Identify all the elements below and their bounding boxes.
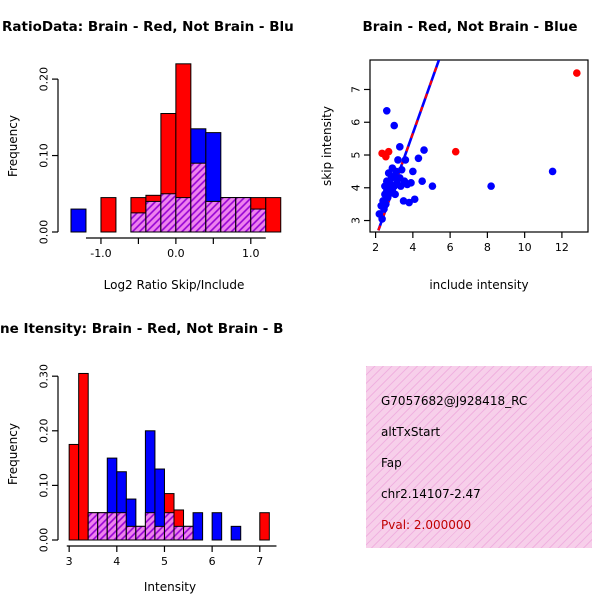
- y-tick-label: 0.00: [38, 220, 51, 245]
- x-tick-label: 0.0: [167, 247, 185, 260]
- hist-bar-overlap: [97, 512, 108, 541]
- y-tick-label: 3: [350, 217, 363, 224]
- hist-bar: [70, 208, 87, 233]
- scatter-point: [548, 167, 557, 176]
- hist-bar-overlap: [160, 193, 177, 233]
- y-tick-label: 5: [350, 152, 363, 159]
- y-tick-label: 0.00: [38, 528, 51, 553]
- hist-intensity-chart: 0.00 0.10 0.20 0.30 3 4 5 6 7: [38, 364, 277, 568]
- x-tick-label: 6: [447, 241, 454, 254]
- hist-bar: [259, 512, 270, 541]
- scatter-point: [418, 177, 426, 186]
- hist-bar-overlap: [106, 512, 118, 541]
- scatter-point: [405, 198, 413, 207]
- scatter-point: [428, 182, 437, 190]
- hist-bar-overlap: [125, 525, 137, 541]
- info-event-type: altTxStart: [381, 425, 441, 439]
- scatter-title: Brain - Red, Not Brain - Blue: [362, 19, 577, 35]
- info-pval: Pval: 2.000000: [381, 518, 472, 532]
- x-tick-label: 12: [555, 241, 569, 254]
- hist-bar: [230, 525, 242, 541]
- info-panel: G7057682@J928418_RC altTxStart Fap chr2.…: [366, 366, 592, 548]
- scatter-xlabel: include intensity: [429, 278, 528, 292]
- y-tick-label: 0.30: [38, 364, 51, 389]
- scatter-point: [409, 167, 417, 176]
- y-tick-label: 0.10: [38, 143, 51, 168]
- hist-intensity-ylabel: Frequency: [6, 423, 20, 485]
- y-tick-label: 6: [350, 119, 363, 126]
- hist-bar-overlap: [205, 200, 222, 233]
- x-tick-label: 5: [161, 555, 168, 568]
- scatter-ylabel: skip intensity: [320, 106, 334, 186]
- hist-bar-overlap: [175, 197, 192, 233]
- hist-bar: [68, 443, 80, 541]
- hist-bar-overlap: [144, 512, 156, 541]
- x-tick-label: 7: [256, 555, 263, 568]
- hist-bar-overlap: [154, 525, 165, 541]
- x-tick-label: 4: [409, 241, 416, 254]
- x-tick-label: 3: [66, 555, 73, 568]
- hist-intensity-xlabel: Intensity: [144, 580, 196, 594]
- hist-bar-overlap: [87, 512, 99, 541]
- hist-bar: [265, 197, 282, 233]
- scatter-point: [420, 146, 428, 154]
- scatter-point: [414, 154, 423, 163]
- scatter-point: [378, 215, 386, 223]
- y-tick-label: 7: [350, 86, 363, 93]
- hist-ratio-ylabel: Frequency: [6, 115, 20, 177]
- y-tick-label: 0.10: [38, 473, 51, 498]
- scatter-point: [397, 165, 406, 174]
- scatter-point: [391, 190, 399, 199]
- info-gene-name: Fap: [381, 456, 402, 470]
- y-tick-label: 0.20: [38, 67, 51, 92]
- hist-bar-overlap: [183, 525, 194, 541]
- hist-bar-overlap: [163, 512, 175, 541]
- hist-ratio-xlabel: Log2 Ratio Skip/Include: [104, 278, 245, 292]
- info-gene-id: G7057682@J928418_RC: [381, 394, 528, 408]
- hist-bar: [100, 197, 117, 233]
- hist-intensity-title: ne Itensity: Brain - Red, Not Brain - B: [0, 321, 283, 337]
- hist-bar: [211, 512, 223, 541]
- scatter-point: [451, 147, 460, 156]
- scatter-chart: 3 4 5 6 7 2 4 6 8 10 12: [350, 59, 589, 254]
- hist-bar: [78, 372, 89, 541]
- y-tick-label: 4: [350, 184, 363, 191]
- scatter-point: [396, 143, 404, 151]
- scatter-point: [487, 182, 495, 190]
- hist-bar-overlap: [190, 162, 207, 233]
- x-tick-label: 1.0: [242, 247, 260, 260]
- scatter-point: [573, 69, 581, 77]
- info-locus: chr2.14107-2.47: [381, 487, 481, 501]
- hist-ratio-chart: 0.00 0.10 0.20 -1.0 0.0 1.0: [38, 63, 282, 260]
- hist-bar-overlap: [220, 197, 237, 233]
- scatter-point: [401, 156, 410, 164]
- hist-bar-overlap: [130, 212, 147, 233]
- hist-bar-overlap: [135, 525, 146, 541]
- x-tick-label: 6: [209, 555, 216, 568]
- scatter-point: [390, 121, 399, 130]
- hist-bar-overlap: [235, 197, 252, 233]
- scatter-point: [384, 147, 393, 156]
- x-tick-label: 4: [113, 555, 120, 568]
- y-tick-label: 0.20: [38, 419, 51, 444]
- scatter-point: [407, 179, 415, 187]
- scatter-point: [382, 200, 390, 208]
- scatter-point: [394, 156, 402, 164]
- x-tick-label: 10: [518, 241, 532, 254]
- hist-bar-overlap: [116, 512, 127, 541]
- hist-bar-overlap: [250, 208, 267, 233]
- x-tick-label: -1.0: [90, 247, 111, 260]
- x-tick-label: 2: [372, 241, 379, 254]
- scatter-point: [382, 106, 391, 115]
- hist-bar: [192, 512, 204, 541]
- hist-bar-overlap: [173, 525, 185, 541]
- hist-ratio-title: RatioData: Brain - Red, Not Brain - Blu: [2, 19, 294, 35]
- hist-bar-overlap: [145, 200, 162, 233]
- scatter-point: [410, 195, 419, 204]
- x-tick-label: 8: [484, 241, 491, 254]
